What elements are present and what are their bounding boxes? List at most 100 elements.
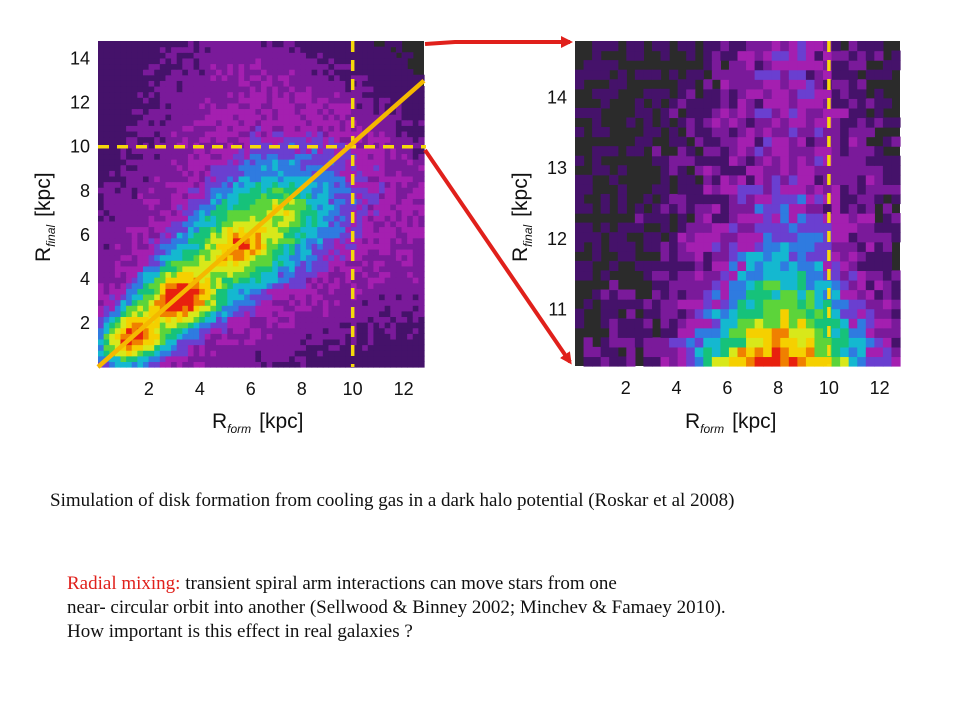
right-heatmap-cell [763, 88, 773, 99]
left-heatmap-cell [193, 322, 200, 329]
left-heatmap-cell [98, 271, 105, 278]
right-heatmap-cell [814, 222, 824, 233]
left-heatmap-cell [176, 271, 183, 278]
right-heatmap-cell [720, 203, 730, 214]
right-heatmap-cell [737, 117, 747, 128]
left-heatmap-cell [249, 243, 256, 250]
left-heatmap-cell [182, 316, 189, 323]
left-heatmap-cell [232, 232, 240, 239]
right-heatmap-cell [771, 117, 781, 128]
left-heatmap-cell [120, 153, 127, 160]
left-heatmap-cell [103, 97, 110, 104]
left-heatmap-cell [187, 170, 195, 177]
right-heatmap-cell [891, 308, 901, 319]
left-heatmap-cell [171, 338, 178, 346]
left-heatmap-cell [109, 305, 116, 312]
left-heatmap-cell [126, 91, 133, 98]
right-heatmap-cell [643, 270, 653, 281]
left-heatmap-cell [401, 153, 408, 160]
left-heatmap-cell [277, 119, 285, 126]
right-heatmap-cell [857, 50, 867, 61]
left-heatmap-cell [412, 333, 419, 340]
left-heatmap-cell [238, 91, 245, 98]
right-heatmap-cell [788, 117, 798, 128]
right-heatmap-cell [746, 241, 756, 252]
left-heatmap-cell [339, 63, 346, 70]
left-heatmap-cell [176, 119, 183, 126]
left-heatmap-cell [120, 322, 127, 329]
left-heatmap-cell [244, 220, 251, 228]
left-heatmap-cell [142, 125, 150, 132]
left-heatmap-cell [159, 322, 167, 329]
right-heatmap-cell [763, 213, 773, 224]
right-heatmap-cell [669, 203, 679, 214]
left-heatmap-cell [210, 232, 217, 239]
right-heatmap-cell [771, 184, 781, 195]
left-heatmap-cell [401, 215, 408, 222]
left-heatmap-cell [221, 108, 228, 115]
left-heatmap-cell [210, 310, 217, 318]
left-heatmap-cell [154, 355, 161, 362]
right-heatmap-cell [874, 289, 884, 300]
left-heatmap-cell [294, 102, 301, 110]
right-heatmap-cell [840, 260, 850, 272]
left-heatmap-cell [294, 220, 301, 228]
left-heatmap-cell [356, 69, 363, 76]
left-heatmap-cell [294, 243, 301, 250]
right-heatmap-cell [592, 50, 602, 61]
left-heatmap-cell [165, 220, 172, 228]
right-heatmap-cell [814, 193, 824, 205]
right-heatmap-cell [651, 98, 662, 109]
left-heatmap-cell [395, 181, 403, 188]
left-heatmap-cell [305, 192, 313, 199]
right-heatmap-cell [694, 232, 704, 243]
left-heatmap-cell [137, 248, 144, 256]
left-heatmap-cell [328, 74, 335, 81]
left-heatmap-cell [328, 181, 335, 188]
left-heatmap-cell [171, 187, 178, 194]
left-heatmap-cell [283, 57, 290, 65]
left-heatmap-cell [255, 260, 262, 267]
left-heatmap-cell [373, 85, 380, 93]
left-heatmap-cell [401, 204, 408, 211]
left-heatmap-cell [294, 293, 301, 301]
left-heatmap-cell [339, 299, 346, 306]
left-heatmap-cell [317, 248, 324, 256]
left-heatmap-cell [244, 192, 251, 199]
right-heatmap-cell [703, 98, 713, 109]
left-heatmap-cell [384, 192, 391, 199]
right-heatmap-cell [865, 98, 875, 109]
right-heatmap-cell [763, 356, 773, 367]
left-heatmap-cell [289, 159, 296, 166]
right-heatmap-cell [737, 308, 747, 319]
left-heatmap-cell [210, 46, 217, 53]
left-heatmap-cell [210, 299, 217, 306]
left-heatmap-cell [227, 338, 234, 346]
left-heatmap-cell [322, 338, 330, 346]
left-heatmap-cell [305, 260, 313, 267]
left-heatmap-cell [165, 350, 172, 357]
right-heatmap-cell [746, 50, 756, 61]
right-heatmap-cell [763, 193, 773, 205]
right-heatmap-cell [814, 79, 824, 90]
left-heatmap-cell [328, 260, 335, 267]
left-heatmap-cell [311, 204, 318, 211]
left-heatmap-cell [317, 288, 324, 295]
right-heatmap-cell [737, 232, 747, 243]
left-heatmap-cell [165, 80, 172, 87]
left-heatmap-cell [390, 288, 397, 295]
left-heatmap-cell [216, 102, 223, 110]
right-heatmap-cell [788, 222, 798, 233]
right-heatmap-cell [831, 79, 841, 90]
left-heatmap-cell [384, 220, 391, 228]
left-heatmap-cell [221, 80, 228, 87]
left-heatmap-cell [384, 232, 391, 239]
right-heatmap-cell [831, 203, 841, 214]
left-heatmap-cell [277, 130, 285, 138]
right-heatmap-cell [609, 299, 619, 310]
left-heatmap-cell [277, 322, 285, 329]
right-heatmap-cell [711, 203, 721, 214]
left-heatmap-cell [216, 344, 223, 351]
left-heatmap-cell [390, 204, 397, 211]
left-heatmap-cell [390, 147, 397, 155]
